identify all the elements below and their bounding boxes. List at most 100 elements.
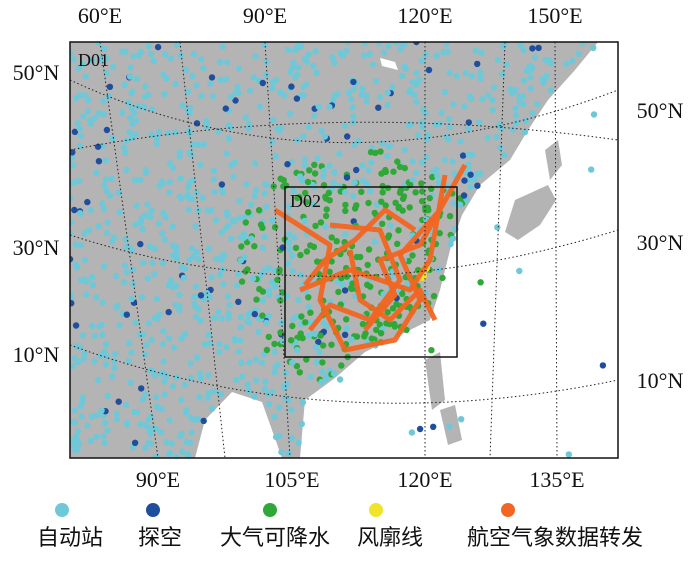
station [79, 394, 87, 401]
station [71, 128, 79, 135]
station [447, 240, 454, 248]
station [588, 166, 595, 173]
station [102, 341, 110, 348]
station [499, 70, 506, 78]
station [259, 312, 266, 319]
station [205, 390, 213, 397]
station [235, 348, 242, 355]
station [196, 370, 204, 377]
station [109, 63, 117, 71]
station [237, 324, 244, 331]
station [138, 48, 145, 55]
station [100, 182, 108, 189]
station [413, 70, 420, 77]
station [245, 311, 252, 318]
station [289, 322, 296, 330]
station [150, 57, 157, 65]
station [102, 157, 110, 164]
station [388, 271, 396, 278]
station [129, 266, 137, 273]
station [305, 123, 312, 131]
station [302, 319, 309, 326]
station [493, 133, 500, 141]
station [350, 86, 357, 93]
station [336, 376, 344, 383]
station [226, 302, 233, 309]
station [304, 178, 312, 186]
station [145, 91, 152, 99]
lon-label: 90°E [243, 3, 287, 28]
graticule [179, 42, 226, 458]
station [170, 344, 178, 351]
station [112, 350, 119, 358]
station [422, 51, 429, 58]
station [312, 48, 319, 55]
station [184, 451, 192, 458]
station [262, 181, 269, 188]
station [197, 56, 205, 63]
station [475, 119, 483, 126]
station [223, 59, 231, 66]
station [178, 195, 185, 202]
station [70, 154, 75, 161]
station [349, 119, 357, 127]
station [205, 331, 212, 339]
station [512, 105, 519, 112]
station [145, 43, 153, 50]
lat-label: 30°N [637, 230, 684, 255]
station [276, 432, 283, 440]
station [70, 229, 74, 237]
station [520, 100, 527, 108]
legend-label: 自动站 [37, 525, 103, 550]
station [276, 404, 283, 411]
station [413, 42, 420, 46]
station [161, 391, 168, 398]
station [269, 84, 276, 92]
station [379, 220, 386, 227]
station [130, 280, 137, 287]
station [319, 368, 326, 375]
station [177, 432, 184, 440]
station [203, 120, 211, 128]
station [385, 232, 393, 239]
station [184, 192, 191, 199]
station [385, 42, 392, 49]
station [128, 349, 135, 357]
station [98, 407, 105, 414]
station [91, 358, 98, 365]
track [347, 249, 438, 323]
station [235, 89, 242, 97]
station [279, 289, 286, 296]
station [94, 143, 102, 150]
station [312, 344, 319, 351]
station [484, 92, 492, 99]
station [236, 198, 243, 205]
station [135, 103, 142, 110]
station [434, 172, 441, 180]
station [200, 140, 208, 148]
station [182, 66, 190, 74]
station [289, 359, 296, 366]
station [269, 388, 276, 396]
station [248, 201, 255, 208]
station [204, 207, 212, 214]
station [176, 149, 183, 156]
station [402, 65, 409, 73]
station [83, 278, 90, 285]
station [253, 296, 260, 303]
station [335, 288, 342, 296]
aircraft-tracks [273, 163, 468, 353]
station [413, 169, 420, 177]
station [291, 234, 298, 241]
station [363, 92, 370, 99]
station [503, 61, 510, 68]
station [446, 212, 454, 220]
station [138, 293, 145, 301]
station [300, 132, 307, 140]
station [159, 259, 167, 267]
legend-swatch [146, 503, 160, 517]
station [140, 104, 148, 111]
station [315, 338, 322, 346]
station [348, 336, 355, 343]
station [174, 42, 181, 49]
